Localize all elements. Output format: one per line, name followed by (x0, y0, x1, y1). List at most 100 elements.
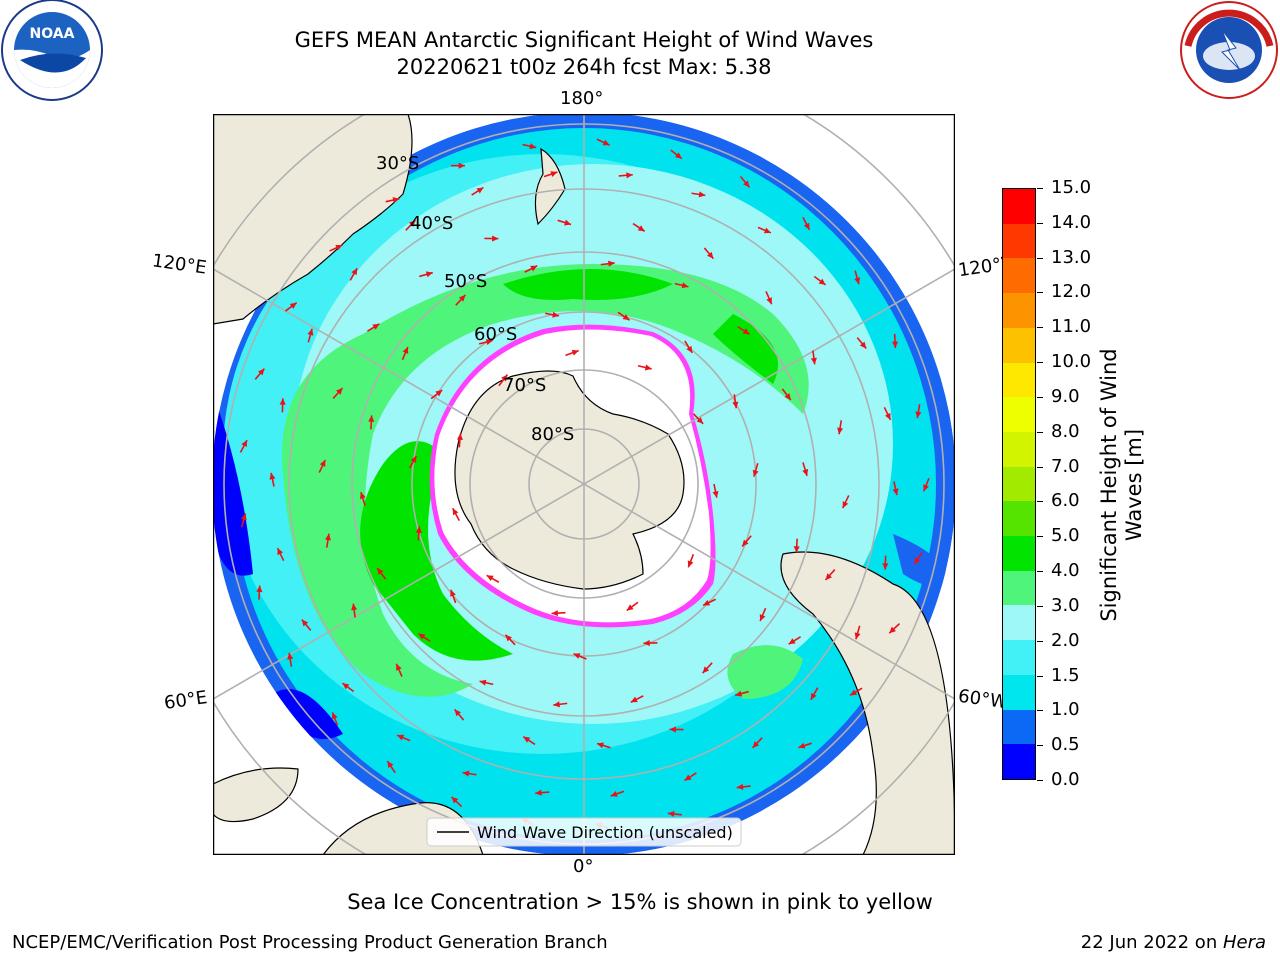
wind-wave-arrowhead (387, 761, 394, 769)
wind-wave-arrowhead (884, 412, 891, 420)
colorbar-label: Significant Height of Wind Waves [m] (1097, 348, 1146, 622)
polar-map: 30°S 40°S 50°S 60°S 70°S 80°S Wind Wave … (213, 114, 955, 855)
colorbar-segment (1003, 293, 1035, 328)
wind-wave-arrowhead (681, 282, 689, 289)
colorbar-tick-label: 3.0 (1051, 594, 1080, 616)
wind-wave-arrowhead (529, 143, 537, 150)
wind-wave-arrowhead (256, 585, 263, 593)
wind-wave-arrowhead (743, 180, 750, 188)
wind-wave-arrowhead (550, 171, 558, 177)
wind-wave-arrowhead (788, 638, 796, 645)
colorbar (1002, 188, 1036, 780)
colorbar-segment (1003, 744, 1035, 779)
wind-wave-arrowhead (854, 632, 861, 640)
wind-wave-arrowhead (914, 557, 921, 565)
footer-host: Hera (1222, 932, 1266, 953)
wind-wave-arrowhead (377, 567, 384, 575)
wind-wave-arrowhead (392, 197, 400, 204)
colorbar-tick (1037, 605, 1043, 607)
colorbar-tick (1037, 466, 1043, 468)
wind-wave-arrowhead (626, 172, 633, 179)
colorbar-tick-label: 6.0 (1051, 490, 1080, 512)
colorbar-tick-label: 9.0 (1051, 385, 1080, 407)
colorbar-segment (1003, 327, 1035, 363)
colorbar-segment (1003, 570, 1035, 606)
arrow-layer (239, 138, 930, 829)
colorbar-segment (1003, 536, 1035, 571)
wind-wave-arrowhead (485, 339, 493, 346)
wind-wave-arrowhead (684, 774, 692, 781)
wind-wave-arrowhead (735, 690, 743, 697)
wind-wave-arrowhead (892, 341, 899, 348)
wind-wave-arrowhead (793, 546, 800, 553)
wind-wave-arrowhead (675, 152, 682, 159)
wind-wave-arrowhead (802, 468, 809, 476)
colorbar-tick-label: 11.0 (1051, 316, 1092, 338)
colorbar-segment (1003, 709, 1035, 745)
lat-label-70: 70°S (503, 375, 546, 396)
colorbar-tick (1037, 257, 1043, 259)
wind-wave-arrowhead (342, 683, 350, 690)
wind-wave-arrowhead (571, 349, 579, 356)
wind-wave-arrowhead (450, 589, 456, 597)
wind-wave-arrowhead (359, 492, 366, 500)
wind-wave-arrowhead (454, 709, 461, 717)
wind-wave-arrowhead (269, 472, 276, 480)
wind-wave-arrowhead (766, 297, 772, 305)
nws-logo (1180, 1, 1278, 99)
wind-wave-arrowhead (818, 278, 826, 285)
wind-wave-arrowhead (784, 393, 791, 401)
chart-title: GEFS MEAN Antarctic Significant Height o… (294, 28, 874, 52)
map-legend: Wind Wave Direction (unscaled) (426, 817, 742, 847)
wind-wave-arrowhead (854, 277, 861, 285)
wave-height-field (213, 114, 955, 855)
new-zealand-land (534, 147, 566, 226)
wind-wave-arrowhead (859, 341, 867, 349)
wind-wave-arrowhead (456, 433, 463, 440)
colorbar-tick-label: 2.0 (1051, 629, 1080, 651)
lon-label-180: 180° (560, 88, 604, 109)
wind-wave-arrowhead (810, 357, 817, 365)
wind-wave-arrowhead (307, 328, 314, 336)
wind-wave-arrowhead (335, 244, 343, 251)
wind-wave-arrowhead (476, 187, 484, 194)
wind-wave-arrowhead (336, 387, 343, 395)
wind-wave-arrowhead (610, 791, 618, 797)
colorbar-segment (1003, 640, 1035, 675)
wind-wave-arrowhead (643, 640, 650, 647)
wind-wave-arrowhead (505, 634, 512, 642)
wind-wave-arrowhead (573, 653, 581, 659)
wind-wave-arrowhead (351, 603, 358, 611)
lat-label-80: 80°S (531, 424, 574, 445)
wind-wave-arrowhead (915, 411, 922, 419)
wind-wave-arrowhead (686, 345, 693, 353)
wind-wave-arrowhead (637, 225, 645, 232)
colorbar-tick-label: 5.0 (1051, 525, 1080, 547)
wind-wave-arrowhead (707, 251, 714, 259)
wind-wave-arrowhead (696, 417, 704, 424)
colorbar-ticks: 0.0 0.5 1.0 1.5 2.0 3.0 4.0 5.0 6.0 7.0 8.0 9.0 10.0… (1037, 179, 1097, 789)
colorbar-segment (1003, 605, 1035, 641)
wind-wave-arrowhead (810, 692, 817, 700)
svg-text:NOAA: NOAA (30, 26, 75, 42)
wind-wave-arrowhead (418, 633, 426, 640)
colorbar-tick-label: 15.0 (1051, 177, 1092, 198)
wind-wave-arrowhead (241, 440, 248, 448)
wind-wave-arrowhead (287, 652, 294, 660)
wind-wave-arrowhead (402, 346, 409, 354)
wind-wave-arrowhead (889, 626, 896, 634)
lat-label-30: 30°S (376, 153, 419, 174)
wind-wave-arrowhead (277, 548, 284, 556)
wind-wave-arrowhead (435, 390, 443, 397)
wind-wave-arrowhead (667, 810, 675, 818)
wind-wave-arrowhead (712, 490, 719, 498)
colorbar-tick-label: 4.0 (1051, 560, 1080, 582)
wind-wave-arrowhead (410, 455, 417, 463)
footer-branch: NCEP/EMC/Verification Post Processing Pr… (12, 932, 608, 953)
wind-wave-arrowhead (452, 508, 459, 516)
wind-wave-arrowhead (530, 265, 538, 272)
colorbar-tick (1037, 745, 1043, 747)
wind-wave-arrowhead (458, 162, 465, 169)
legend-label: Wind Wave Direction (unscaled) (477, 823, 733, 842)
wind-wave-arrowhead (486, 575, 494, 582)
